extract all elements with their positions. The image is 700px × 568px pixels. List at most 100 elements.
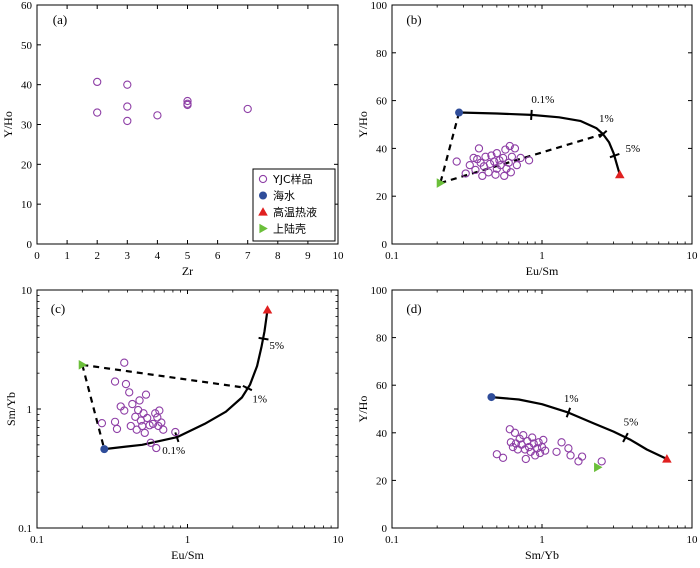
sample-point-31 (597, 457, 606, 466)
legend-label: 上陆壳 (273, 222, 306, 236)
sample-point-25 (552, 447, 561, 456)
percent-annotation: 1% (564, 393, 579, 405)
upper-crust-point-0 (436, 178, 446, 188)
x-tick-label: 0.1 (385, 534, 399, 546)
x-tick-label: 6 (215, 250, 221, 262)
panel-label: (b) (406, 12, 421, 27)
sample-point-2 (110, 417, 120, 426)
upper-crust-point-0 (78, 360, 88, 370)
mixing-line-dashed-1 (440, 133, 604, 185)
sample-point-11 (520, 445, 530, 454)
sample-point-24 (151, 409, 160, 418)
x-tick-label: 1 (185, 534, 191, 546)
x-tick-label: 10 (333, 534, 345, 546)
percent-annotation: 5% (624, 417, 639, 429)
y-axis-label: Sm/Yb (4, 392, 18, 426)
sample-point-24 (541, 446, 550, 455)
y-tick-label: 60 (376, 380, 388, 392)
y-tick-label: 10 (21, 199, 33, 211)
x-tick-label: 5 (185, 250, 191, 262)
sample-point-1 (498, 453, 508, 462)
sample-point-2 (123, 80, 132, 89)
y-tick-label: 40 (376, 143, 388, 155)
y-tick-label: 0 (382, 523, 388, 535)
sample-point-6 (183, 96, 192, 106)
legend-marker-3 (259, 223, 268, 234)
plot-frame (391, 289, 693, 529)
sample-point-19 (533, 444, 542, 453)
sample-point-28 (566, 451, 575, 460)
sample-point-0 (97, 419, 107, 428)
y-tick-label: 20 (21, 159, 33, 171)
sample-point-2 (465, 160, 474, 170)
sample-point-7 (121, 379, 131, 389)
sample-point-4 (123, 116, 132, 126)
sample-point-9 (126, 421, 135, 431)
sample-point-28 (510, 144, 520, 153)
sample-point-21 (535, 448, 545, 458)
y-tick-label: 80 (376, 48, 388, 60)
sample-point-26 (557, 438, 566, 447)
plot-frame (36, 289, 339, 529)
mixing-line-dashed-0 (81, 364, 106, 450)
sample-point-21 (500, 171, 509, 181)
seawater-point-0 (455, 108, 464, 117)
x-tick-label: 1 (539, 534, 545, 546)
sample-point-8 (478, 171, 487, 181)
sample-point-18 (140, 428, 149, 438)
upper-crust-point-0 (594, 462, 603, 473)
sample-point-29 (574, 457, 583, 466)
sample-point-10 (519, 431, 528, 440)
mixing-line-dashed-0 (439, 112, 461, 184)
hydrothermal-point-0 (262, 305, 273, 314)
sample-point-6 (474, 144, 484, 153)
y-tick-label: 40 (376, 428, 388, 440)
sample-point-12 (521, 454, 530, 464)
sample-point-10 (128, 399, 137, 409)
y-tick-label: 0 (27, 239, 33, 251)
sample-point-10 (481, 152, 490, 161)
panel-c: 0.1 1 10 0.1 1 10 Eu/Sm Sm/Yb (c) 0.1% 1% 5% (4, 285, 344, 562)
seawater-point-0 (100, 445, 109, 454)
sample-point-23 (148, 419, 158, 429)
y-axis-label: Y/Ho (356, 396, 370, 423)
sample-point-19 (141, 390, 151, 399)
mixing-line-dashed-1 (82, 363, 248, 390)
sample-point-14 (490, 157, 499, 166)
x-tick-label: 0.1 (30, 534, 44, 546)
mixing-tick-2 (609, 152, 620, 159)
hydrothermal-point-0 (614, 169, 625, 179)
sample-point-8 (125, 388, 134, 397)
mixing-tick-0 (174, 432, 180, 443)
sample-point-16 (492, 149, 501, 158)
sample-point-31 (524, 156, 534, 165)
legend-marker-1 (258, 191, 267, 200)
y-tick-label: 100 (371, 0, 388, 12)
y-tick-label: 0.1 (18, 523, 32, 535)
sample-point-1 (461, 169, 470, 178)
percent-annotation: 1% (252, 394, 267, 406)
x-tick-label: 0.1 (385, 250, 399, 262)
sample-point-15 (491, 170, 500, 179)
sample-point-11 (484, 168, 493, 177)
y-tick-label: 60 (376, 96, 388, 108)
sample-point-30 (159, 425, 168, 434)
sample-point-17 (139, 409, 148, 418)
sample-point-1 (110, 377, 120, 386)
legend-marker-0 (258, 174, 268, 184)
sample-point-5 (153, 111, 162, 120)
y-tick-label: 100 (371, 285, 388, 297)
y-tick-label: 20 (376, 191, 388, 203)
sample-point-19 (496, 160, 505, 170)
sample-point-30 (577, 452, 587, 461)
sample-point-26 (506, 168, 516, 177)
sample-point-6 (120, 406, 129, 415)
sample-point-5 (120, 358, 129, 367)
mixing-curve-solid (491, 396, 668, 460)
sample-point-0 (452, 157, 461, 166)
legend-label: 海水 (273, 189, 295, 203)
x-axis-label: Eu/Sm (526, 264, 559, 278)
